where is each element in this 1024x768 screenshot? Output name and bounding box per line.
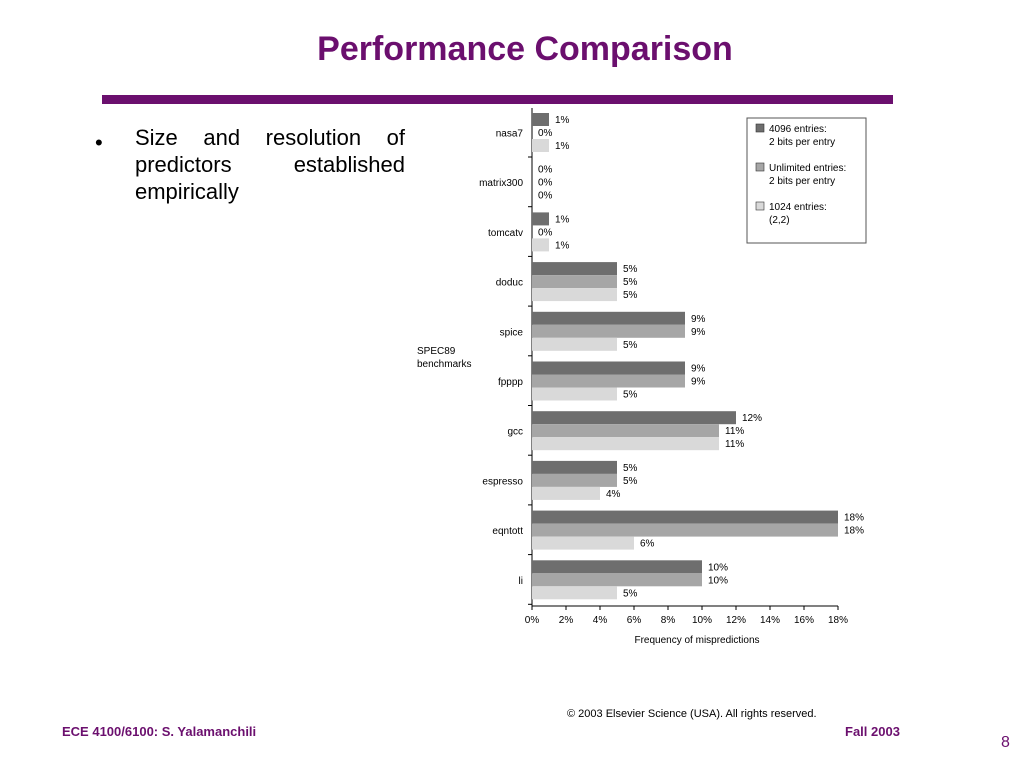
x-tick-label: 2%	[559, 615, 574, 626]
data-label-spice-series-1: 9%	[691, 314, 706, 325]
data-label-fpppp-series-2: 9%	[691, 377, 706, 388]
y-axis-title: SPEC89 benchmarks	[417, 346, 471, 370]
data-label-spice-series-2: 9%	[691, 327, 706, 338]
legend-swatch-2	[755, 162, 765, 172]
bar-li-series-3	[532, 586, 617, 600]
x-tick-label: 18%	[828, 615, 848, 626]
bar-gcc-series-2	[532, 424, 719, 438]
bar-spice-series-3	[532, 337, 617, 351]
bar-doduc-series-3	[532, 288, 617, 302]
bar-doduc-series-1	[532, 262, 617, 276]
x-tick-label: 14%	[760, 615, 780, 626]
category-label-fpppp: fpppp	[498, 377, 523, 388]
data-label-fpppp-series-3: 5%	[623, 390, 638, 401]
bar-spice-series-2	[532, 324, 685, 338]
data-label-tomcatv-series-3: 1%	[555, 240, 570, 251]
bar-tomcatv-series-3	[532, 238, 549, 252]
data-label-li-series-1: 10%	[708, 562, 728, 573]
data-label-nasa7-series-1: 1%	[555, 115, 570, 126]
category-label-espresso: espresso	[482, 476, 523, 487]
category-label-tomcatv: tomcatv	[488, 228, 523, 239]
category-label-li: li	[519, 576, 523, 587]
x-tick-label: 6%	[627, 615, 642, 626]
bar-li-series-2	[532, 573, 702, 587]
bar-espresso-series-2	[532, 473, 617, 487]
bar-eqntott-series-2	[532, 523, 838, 537]
bar-gcc-series-3	[532, 437, 719, 451]
slide-title: Performance Comparison	[317, 30, 733, 68]
bar-spice-series-1	[532, 311, 685, 325]
legend-label-1: 4096 entries: 2 bits per entry	[769, 124, 835, 148]
x-tick-label: 16%	[794, 615, 814, 626]
data-label-matrix300-series-1: 0%	[538, 165, 553, 176]
data-label-nasa7-series-2: 0%	[538, 128, 553, 139]
data-label-gcc-series-3: 11%	[725, 439, 744, 450]
category-label-eqntott: eqntott	[492, 526, 523, 537]
x-tick-label: 8%	[661, 615, 676, 626]
x-tick-label: 12%	[726, 615, 746, 626]
data-label-doduc-series-2: 5%	[623, 277, 638, 288]
data-label-matrix300-series-3: 0%	[538, 191, 553, 202]
legend-box	[746, 117, 867, 244]
bar-eqntott-series-1	[532, 510, 838, 524]
x-axis-title: Frequency of mispredictions	[634, 635, 759, 646]
data-label-li-series-3: 5%	[623, 588, 638, 599]
bar-eqntott-series-3	[532, 536, 634, 550]
data-label-eqntott-series-2: 18%	[844, 526, 864, 537]
data-label-li-series-2: 10%	[708, 575, 728, 586]
bar-gcc-series-1	[532, 411, 736, 425]
x-tick-label: 10%	[692, 615, 712, 626]
data-label-doduc-series-3: 5%	[623, 290, 638, 301]
bar-tomcatv-series-1	[532, 212, 549, 226]
bar-fpppp-series-2	[532, 374, 685, 388]
data-label-eqntott-series-3: 6%	[640, 539, 655, 550]
data-label-tomcatv-series-1: 1%	[555, 214, 570, 225]
category-label-doduc: doduc	[496, 278, 523, 289]
bar-fpppp-series-1	[532, 361, 685, 375]
data-label-fpppp-series-1: 9%	[691, 364, 706, 375]
data-label-espresso-series-2: 5%	[623, 476, 638, 487]
bar-espresso-series-3	[532, 486, 600, 500]
footer-course: ECE 4100/6100: S. Yalamanchili	[62, 724, 257, 739]
title-divider	[102, 95, 893, 104]
data-label-spice-series-3: 5%	[623, 340, 638, 351]
data-label-gcc-series-1: 12%	[742, 413, 762, 424]
data-label-espresso-series-3: 4%	[606, 489, 621, 500]
data-label-doduc-series-1: 5%	[623, 264, 638, 275]
bar-fpppp-series-3	[532, 387, 617, 401]
page-number: 8	[1001, 734, 1010, 751]
bullet-marker-icon: •	[95, 130, 103, 155]
legend-label-3: 1024 entries: (2,2)	[769, 202, 827, 226]
x-tick-label: 4%	[593, 615, 608, 626]
data-label-gcc-series-2: 11%	[725, 426, 744, 437]
x-tick-label: 0%	[525, 615, 540, 626]
category-label-spice: spice	[500, 327, 524, 338]
bar-li-series-1	[532, 560, 702, 574]
bar-nasa7-series-1	[532, 113, 549, 126]
data-label-eqntott-series-1: 18%	[844, 513, 864, 524]
category-label-gcc: gcc	[507, 427, 523, 438]
data-label-matrix300-series-2: 0%	[538, 178, 553, 189]
copyright-notice: © 2003 Elsevier Science (USA). All right…	[567, 708, 817, 720]
legend-swatch-1	[755, 123, 765, 133]
legend-label-2: Unlimited entries: 2 bits per entry	[769, 163, 846, 187]
bullet-text: Size and resolution of predictors establ…	[135, 125, 405, 204]
bar-doduc-series-2	[532, 275, 617, 289]
category-label-matrix300: matrix300	[479, 178, 523, 189]
category-label-nasa7: nasa7	[496, 129, 524, 140]
data-label-nasa7-series-3: 1%	[555, 141, 570, 152]
footer-term: Fall 2003	[845, 724, 900, 739]
bar-espresso-series-1	[532, 460, 617, 474]
data-label-tomcatv-series-2: 0%	[538, 227, 553, 238]
legend-swatch-3	[755, 201, 765, 211]
data-label-espresso-series-1: 5%	[623, 463, 638, 474]
bar-nasa7-series-3	[532, 139, 549, 152]
